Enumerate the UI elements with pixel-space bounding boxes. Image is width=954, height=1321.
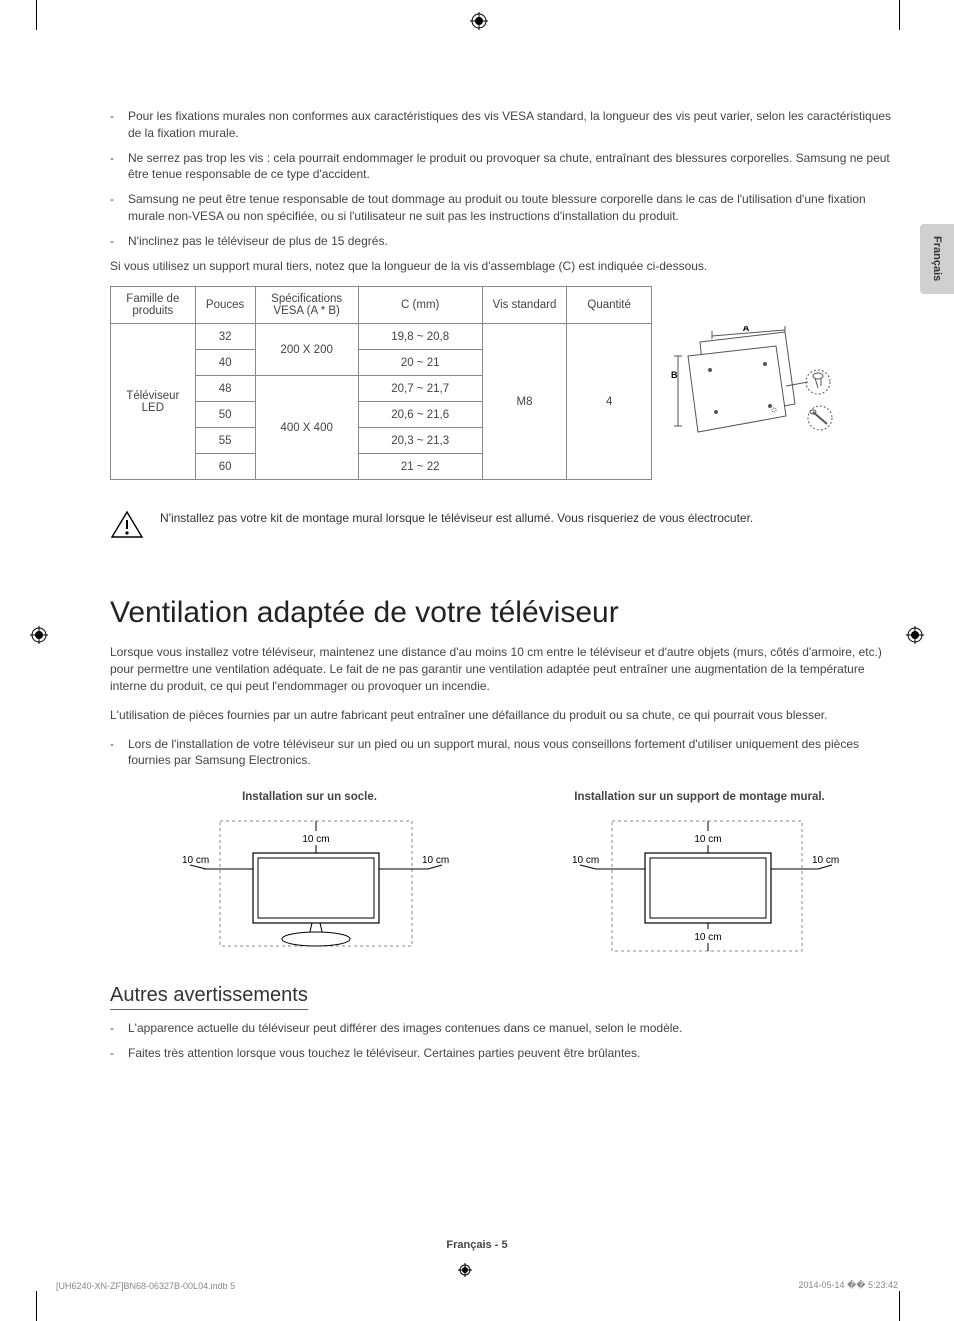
cell-family: Téléviseur LED xyxy=(111,324,196,480)
list-item: -L'apparence actuelle du téléviseur peut… xyxy=(110,1020,899,1037)
dash-icon: - xyxy=(110,191,128,225)
registration-mark-icon xyxy=(458,1263,472,1277)
dash-icon: - xyxy=(110,108,128,142)
th-screw: Vis standard xyxy=(482,287,567,324)
th-vesa: Spécifications VESA (A * B) xyxy=(255,287,358,324)
cell-qty: 4 xyxy=(567,324,652,480)
registration-mark-icon xyxy=(906,626,924,644)
table-row: Téléviseur LED 32 200 X 200 19,8 ~ 20,8 … xyxy=(111,324,652,350)
dash-icon: - xyxy=(110,1020,128,1037)
warning-icon xyxy=(110,510,144,540)
ventilation-p1: Lorsque vous installez votre téléviseur,… xyxy=(110,644,899,694)
crop-mark xyxy=(890,0,900,30)
diagrams-row: Installation sur un socle. 10 cm xyxy=(110,791,899,974)
registration-mark-icon xyxy=(30,626,48,644)
label-a: A xyxy=(743,326,750,333)
th-family: Famille de produits xyxy=(111,287,196,324)
bullet-text: Faites très attention lorsque vous touch… xyxy=(128,1045,899,1062)
list-item: -Samsung ne peut être tenue responsable … xyxy=(110,191,899,225)
crop-mark xyxy=(890,1291,900,1321)
ventilation-p2: L'utilisation de pièces fournies par un … xyxy=(110,707,899,724)
distance-label: 10 cm xyxy=(182,855,209,866)
crop-mark xyxy=(36,1291,46,1321)
wall-diagram: 10 cm 10 cm 10 cm 10 cm xyxy=(550,811,850,971)
cell-c: 20,3 ~ 21,3 xyxy=(358,428,482,454)
table-header-row: Famille de produits Pouces Spécification… xyxy=(111,287,652,324)
page-number: Français - 5 xyxy=(0,1239,954,1251)
language-tab-label: Français xyxy=(931,236,943,281)
dash-icon: - xyxy=(110,233,128,250)
th-inches: Pouces xyxy=(195,287,255,324)
list-item: -Pour les fixations murales non conforme… xyxy=(110,108,899,142)
th-c: C (mm) xyxy=(358,287,482,324)
measure-note: Si vous utilisez un support mural tiers,… xyxy=(110,258,899,275)
stand-diagram: 10 cm 10 cm 10 cm xyxy=(160,811,460,971)
list-item: -N'inclinez pas le téléviseur de plus de… xyxy=(110,233,899,250)
bullet-text: Pour les fixations murales non conformes… xyxy=(128,108,899,142)
bullet-text: L'apparence actuelle du téléviseur peut … xyxy=(128,1020,899,1037)
language-tab: Français xyxy=(920,224,954,294)
wall-diagram-title: Installation sur un support de montage m… xyxy=(550,791,850,803)
cell-inches: 48 xyxy=(195,376,255,402)
cell-inches: 32 xyxy=(195,324,255,350)
distance-label: 10 cm xyxy=(572,855,599,866)
cell-c: 19,8 ~ 20,8 xyxy=(358,324,482,350)
ventilation-title: Ventilation adaptée de votre téléviseur xyxy=(110,596,899,630)
cell-inches: 50 xyxy=(195,402,255,428)
content-area: -Pour les fixations murales non conforme… xyxy=(110,108,899,1070)
cell-inches: 60 xyxy=(195,454,255,480)
footer-meta-right: 2014-05-14 �� 5:23:42 xyxy=(798,1280,898,1291)
top-bullet-list: -Pour les fixations murales non conforme… xyxy=(110,108,899,250)
cell-c: 20 ~ 21 xyxy=(358,350,482,376)
list-item: -Faites très attention lorsque vous touc… xyxy=(110,1045,899,1062)
bullet-text: Samsung ne peut être tenue responsable d… xyxy=(128,191,899,225)
table-diagram-row: Famille de produits Pouces Spécification… xyxy=(110,286,899,480)
distance-label: 10 cm xyxy=(694,834,721,845)
cell-vesa: 400 X 400 xyxy=(255,376,358,480)
list-item: - Lors de l'installation de votre télévi… xyxy=(110,736,899,770)
cell-screw: M8 xyxy=(482,324,567,480)
footer-meta-left: [UH6240-XN-ZF]BN68-06327B-00L04.indb 5 xyxy=(56,1281,235,1291)
distance-label: 10 cm xyxy=(694,932,721,943)
cell-inches: 40 xyxy=(195,350,255,376)
vesa-table: Famille de produits Pouces Spécification… xyxy=(110,286,652,480)
bullet-text: N'inclinez pas le téléviseur de plus de … xyxy=(128,233,899,250)
th-qty: Quantité xyxy=(567,287,652,324)
list-item: -Ne serrez pas trop les vis : cela pourr… xyxy=(110,150,899,184)
bullet-text: Ne serrez pas trop les vis : cela pourra… xyxy=(128,150,899,184)
warning-text: N'installez pas votre kit de montage mur… xyxy=(160,510,753,527)
stand-diagram-block: Installation sur un socle. 10 cm xyxy=(160,791,460,974)
dash-icon: - xyxy=(110,736,128,770)
cell-c: 21 ~ 22 xyxy=(358,454,482,480)
wall-diagram-block: Installation sur un support de montage m… xyxy=(550,791,850,974)
warning-row: N'installez pas votre kit de montage mur… xyxy=(110,510,899,540)
cell-vesa: 200 X 200 xyxy=(255,324,358,376)
bullet-text: Lors de l'installation de votre télévise… xyxy=(128,736,899,770)
dash-icon: - xyxy=(110,1045,128,1062)
cell-c: 20,7 ~ 21,7 xyxy=(358,376,482,402)
other-warnings-title: Autres avertissements xyxy=(110,984,308,1010)
page-root: Français -Pour les fixations murales non… xyxy=(0,0,954,1321)
cell-c: 20,6 ~ 21,6 xyxy=(358,402,482,428)
distance-label: 10 cm xyxy=(302,834,329,845)
registration-mark-icon xyxy=(470,12,488,30)
cell-inches: 55 xyxy=(195,428,255,454)
bracket-diagram: A B xyxy=(670,326,840,446)
distance-label: 10 cm xyxy=(812,855,839,866)
crop-mark xyxy=(36,0,46,30)
stand-diagram-title: Installation sur un socle. xyxy=(160,791,460,803)
distance-label: 10 cm xyxy=(422,855,449,866)
dash-icon: - xyxy=(110,150,128,184)
label-b: B xyxy=(671,370,678,380)
